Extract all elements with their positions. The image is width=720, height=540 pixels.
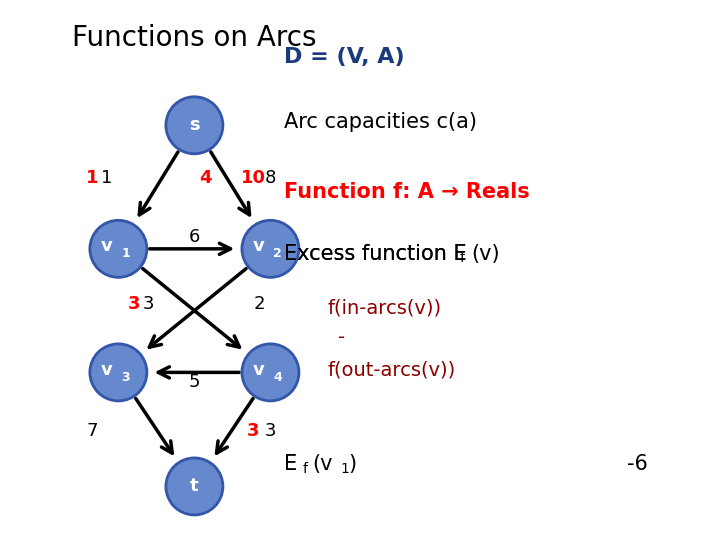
Text: 3: 3	[127, 295, 140, 313]
Text: 1: 1	[341, 462, 349, 476]
Text: 1: 1	[121, 247, 130, 260]
Circle shape	[90, 220, 147, 278]
Text: (v): (v)	[472, 244, 500, 264]
Circle shape	[166, 97, 223, 154]
Text: 3: 3	[265, 422, 276, 440]
Text: 3: 3	[143, 295, 155, 313]
Text: 7: 7	[86, 422, 97, 440]
Text: 6: 6	[189, 228, 200, 246]
Text: v: v	[253, 361, 265, 379]
Text: v: v	[101, 237, 112, 255]
Text: E: E	[284, 454, 297, 475]
Text: Arc capacities c(a): Arc capacities c(a)	[284, 111, 477, 132]
Text: 1: 1	[86, 168, 98, 186]
Text: -: -	[338, 328, 346, 347]
Text: f(out-arcs(v)): f(out-arcs(v))	[328, 360, 456, 380]
Circle shape	[166, 458, 223, 515]
Text: 10: 10	[240, 168, 266, 186]
Text: v: v	[101, 361, 112, 379]
Text: 3: 3	[121, 370, 130, 383]
Text: 4: 4	[274, 370, 282, 383]
Circle shape	[90, 344, 147, 401]
Text: 1: 1	[102, 168, 112, 186]
Text: s: s	[189, 116, 199, 134]
Text: f: f	[302, 462, 307, 476]
Text: 8: 8	[265, 168, 276, 186]
Text: D = (V, A): D = (V, A)	[284, 46, 405, 67]
Text: 2: 2	[253, 295, 265, 313]
Text: 5: 5	[189, 373, 200, 391]
Text: 3: 3	[247, 422, 260, 440]
Text: Excess function E: Excess function E	[284, 244, 467, 264]
Text: 2: 2	[274, 247, 282, 260]
Text: Function f: A → Reals: Function f: A → Reals	[284, 181, 530, 202]
Text: f: f	[459, 251, 464, 265]
Text: t: t	[190, 477, 199, 495]
Circle shape	[242, 344, 299, 401]
Text: E: E	[284, 454, 297, 475]
Text: 4: 4	[199, 168, 212, 186]
Text: (v: (v	[312, 454, 333, 475]
Text: ): )	[348, 454, 356, 475]
Text: Functions on Arcs: Functions on Arcs	[72, 24, 317, 52]
Circle shape	[242, 220, 299, 278]
Text: v: v	[253, 237, 265, 255]
Text: f(in-arcs(v)): f(in-arcs(v))	[328, 298, 442, 318]
Text: -6: -6	[627, 454, 648, 475]
Text: Excess function E: Excess function E	[284, 244, 467, 264]
